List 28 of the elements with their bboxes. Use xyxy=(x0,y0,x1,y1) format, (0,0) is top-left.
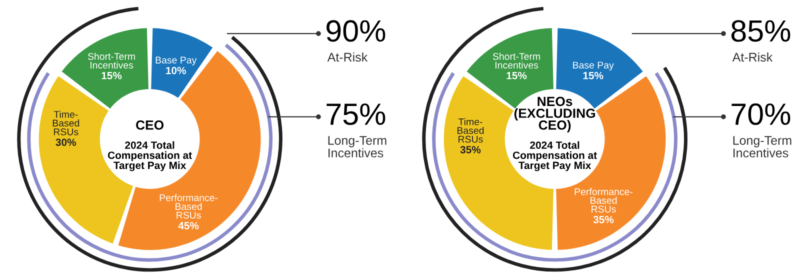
slice-label: Short-Term Incentives xyxy=(88,52,135,69)
slice-label: Time- Based RSUs xyxy=(457,118,484,143)
text: NEOs (EXCLUDING CEO) xyxy=(514,96,596,132)
data-label: 45% xyxy=(178,222,199,230)
data-label: 15% xyxy=(583,72,604,80)
text: Long-Term Incentives xyxy=(733,136,792,158)
slice-label: Base Pay xyxy=(156,56,197,66)
data-label: 15% xyxy=(102,72,122,80)
slice-label: Time- Based RSUs xyxy=(52,110,80,136)
text: 90% xyxy=(326,20,386,42)
text: 85% xyxy=(731,20,790,42)
data-label: 15% xyxy=(506,72,527,80)
data-label: 30% xyxy=(56,138,76,146)
text: At-Risk xyxy=(327,52,368,62)
text: 70% xyxy=(732,103,790,126)
text: 75% xyxy=(326,104,386,126)
slice-label: Performance- Based RSUs xyxy=(160,194,218,219)
data-label: 35% xyxy=(460,146,481,154)
text: Long-Term Incentives xyxy=(328,136,386,158)
slice-label: Performance- Based RSUs xyxy=(574,188,633,213)
text: 2024 Total Compensation at Target Pay Mix xyxy=(512,141,597,172)
text: 2024 Total Compensation at Target Pay Mix xyxy=(108,141,192,172)
slice-label: Base Pay xyxy=(573,62,614,71)
slice-label: Short-Term Incentives xyxy=(492,52,540,69)
text: CEO xyxy=(136,120,164,130)
data-label: 35% xyxy=(593,216,614,224)
data-label: 10% xyxy=(166,66,186,74)
text: At-Risk xyxy=(732,52,773,62)
